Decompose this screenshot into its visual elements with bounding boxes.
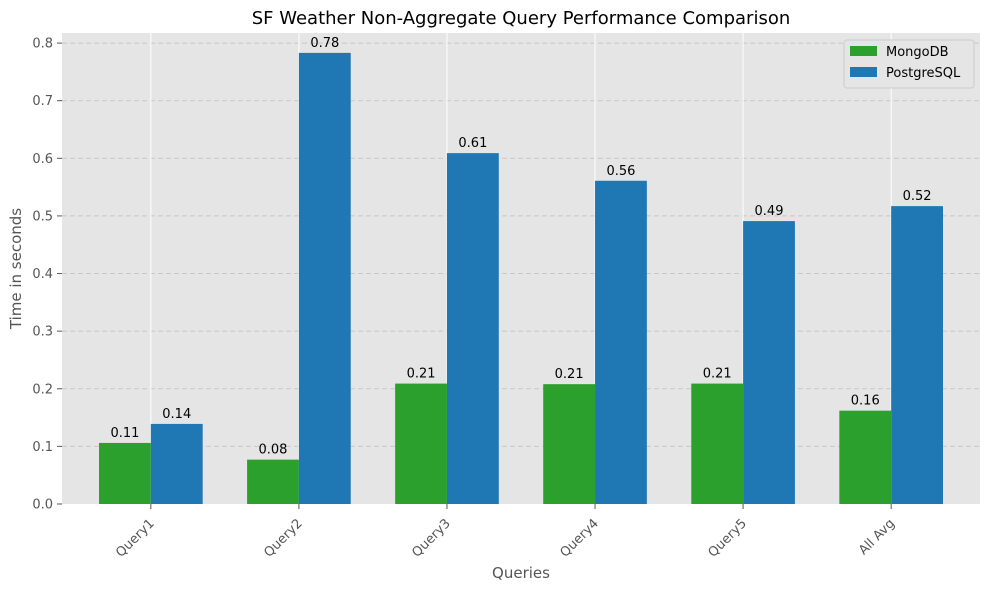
y-tick-label: 0.4 — [32, 267, 53, 282]
legend-swatch-mongodb — [850, 46, 877, 56]
y-tick-label: 0.5 — [32, 209, 53, 224]
bar-value-label: 0.21 — [703, 367, 732, 382]
bar-layer — [99, 52, 943, 505]
x-tick-label: Query3 — [409, 516, 453, 560]
bar-value-label: 0.78 — [310, 36, 339, 51]
y-tick-label: 0.3 — [32, 325, 53, 340]
plot-background — [62, 33, 980, 504]
bar-postgresql-query1 — [150, 423, 203, 504]
x-tick-label: Query1 — [113, 516, 157, 560]
bar-postgresql-all-avg — [891, 206, 943, 504]
bar-mongodb-query2 — [247, 459, 299, 504]
bar-mongodb-query5 — [691, 383, 744, 504]
bar-value-label: 0.14 — [162, 407, 191, 422]
bar-value-label: 0.49 — [755, 204, 784, 219]
bar-value-label: 0.56 — [606, 164, 635, 179]
y-tick-label: 0.0 — [32, 498, 53, 513]
y-tick-label: 0.6 — [32, 152, 53, 167]
y-tick-label: 0.1 — [32, 440, 53, 455]
bar-value-label: 0.16 — [851, 394, 880, 409]
bar-value-label: 0.21 — [555, 367, 584, 382]
y-axis-label: Time in seconds — [7, 208, 25, 330]
y-tick-label: 0.8 — [32, 37, 53, 52]
x-tick-label: Query2 — [261, 516, 305, 560]
bar-postgresql-query5 — [743, 221, 795, 504]
y-tick-label: 0.2 — [32, 382, 53, 397]
legend-label-postgresql: PostgreSQL — [886, 66, 961, 81]
bar-label-layer: 0.11 0.08 0.21 0.21 0.21 0.16 0.14 0.78 0.61 0.56… — [110, 36, 931, 458]
bar-postgresql-query4 — [595, 180, 647, 504]
x-tick-label: Query5 — [706, 516, 750, 560]
x-tick-label: All Avg — [856, 516, 898, 558]
bar-mongodb-query1 — [99, 442, 151, 504]
bar-value-label: 0.21 — [407, 367, 436, 382]
chart-title: SF Weather Non-Aggregate Query Performan… — [252, 8, 791, 29]
bar-postgresql-query3 — [446, 153, 499, 505]
y-tick-label: 0.7 — [32, 94, 53, 109]
x-tick-label: Query4 — [557, 516, 601, 560]
bar-value-label: 0.61 — [458, 136, 487, 151]
legend-swatch-postgresql — [850, 67, 877, 77]
legend: MongoDB PostgreSQL — [843, 39, 975, 89]
bar-value-label: 0.11 — [110, 426, 139, 441]
bar-mongodb-query3 — [395, 383, 447, 504]
legend-label-mongodb: MongoDB — [886, 45, 949, 60]
bar-value-label: 0.52 — [903, 189, 932, 204]
bar-value-label: 0.08 — [259, 443, 288, 458]
bar-mongodb-all-avg — [839, 410, 892, 504]
bar-postgresql-query2 — [298, 52, 351, 504]
bar-mongodb-query4 — [543, 384, 596, 504]
x-axis-label: Queries — [492, 564, 550, 582]
